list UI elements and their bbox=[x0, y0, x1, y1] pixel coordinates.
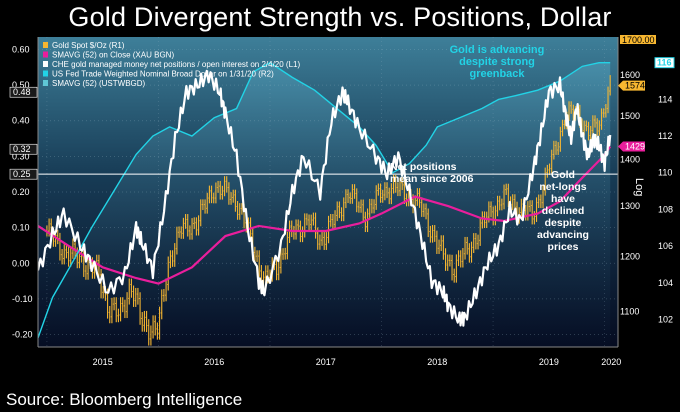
r1-callout-label: 1429 bbox=[625, 142, 645, 152]
legend-swatch bbox=[43, 42, 48, 48]
r2-tick-label: 102 bbox=[658, 314, 673, 324]
left-tick-label: 0.00 bbox=[12, 258, 30, 268]
legend-label: SMAVG (52) (USTWBGD) bbox=[52, 79, 146, 88]
x-tick-label: 2019 bbox=[539, 357, 559, 367]
r1-callout-box bbox=[618, 80, 645, 91]
legend-label: SMAVG (52) on Close (XAU BGN) bbox=[52, 51, 174, 60]
r1-tick-label: 1500 bbox=[620, 111, 640, 121]
legend-swatch bbox=[43, 51, 48, 58]
r1-tick-label: 1200 bbox=[620, 252, 640, 262]
annotation-net-longs: have bbox=[551, 193, 575, 205]
annotation-dollar: greenback bbox=[469, 68, 525, 80]
left-tick-label: 0.30 bbox=[12, 151, 30, 161]
r1-top-callout-box bbox=[620, 35, 656, 44]
x-tick-label: 2020 bbox=[601, 357, 621, 367]
legend-label: CHE gold managed money net positions / o… bbox=[52, 60, 300, 69]
x-tick-label: 2017 bbox=[316, 357, 336, 367]
r1-top-label: 1700.00 bbox=[622, 35, 655, 45]
r1-callout-box bbox=[618, 141, 645, 152]
log-scale-label: Log bbox=[633, 178, 645, 196]
r1-tick-label: 1600 bbox=[620, 70, 640, 80]
legend-label: Gold Spot $/Oz (R1) bbox=[52, 41, 125, 50]
r2-tick-label: 112 bbox=[658, 131, 672, 141]
left-tick-label: 0.10 bbox=[12, 223, 30, 233]
annotation-net-longs: despite bbox=[545, 217, 582, 229]
annotation-dollar: Gold is advancing bbox=[450, 44, 545, 56]
left-callout-box bbox=[9, 86, 38, 98]
annotation-net-longs: net-longs bbox=[539, 181, 586, 193]
legend-swatch bbox=[43, 70, 48, 77]
r2-callout-label: 116 bbox=[657, 58, 672, 68]
left-callout-label: 0.32 bbox=[13, 144, 31, 154]
left-tick-label: 0.60 bbox=[12, 44, 30, 54]
left-tick-label: 0.40 bbox=[12, 116, 30, 126]
x-tick-label: 2018 bbox=[427, 357, 447, 367]
r2-tick-label: 108 bbox=[658, 204, 673, 214]
r2-tick-label: 106 bbox=[658, 241, 673, 251]
mean-line-label: mean since 2006 bbox=[390, 173, 474, 185]
x-tick-label: 2016 bbox=[204, 357, 224, 367]
annotation-net-longs: declined bbox=[542, 205, 585, 217]
mean-line-label: Net positions bbox=[390, 161, 457, 173]
r1-callout-label: 1574 bbox=[625, 81, 645, 91]
x-tick-label: 2015 bbox=[93, 357, 113, 367]
left-tick-label: -0.10 bbox=[12, 294, 33, 304]
r2-callout-box bbox=[654, 57, 675, 69]
left-tick-label: 0.50 bbox=[12, 80, 30, 90]
r2-tick-label: 110 bbox=[658, 168, 672, 178]
r2-tick-label: 114 bbox=[658, 94, 672, 104]
r2-tick-label: 104 bbox=[658, 278, 673, 288]
source-note: Source: Bloomberg Intelligence bbox=[6, 390, 243, 409]
series-line-net-positions bbox=[38, 69, 612, 327]
annotation-net-longs: prices bbox=[548, 241, 579, 253]
legend-swatch bbox=[43, 80, 48, 86]
annotation-net-longs: Gold bbox=[551, 169, 575, 181]
series-line-smavg bbox=[38, 145, 612, 285]
left-callout-label: 0.48 bbox=[13, 87, 31, 97]
left-callout-box bbox=[9, 143, 38, 155]
left-tick-label: -0.20 bbox=[12, 330, 33, 340]
left-callout-box bbox=[9, 168, 38, 180]
r1-tick-label: 1100 bbox=[620, 307, 639, 317]
annotation-net-longs: advancing bbox=[537, 229, 589, 241]
legend-label: US Fed Trade Weighted Nominal Broad Doll… bbox=[52, 70, 274, 79]
r1-tick-label: 1400 bbox=[620, 154, 640, 164]
left-callout-label: 0.25 bbox=[13, 169, 31, 179]
chart-title: Gold Divergent Strength vs. Positions, D… bbox=[68, 2, 612, 32]
annotation-dollar: despite strong bbox=[459, 56, 535, 68]
r1-tick-label: 1300 bbox=[620, 201, 640, 211]
legend-swatch bbox=[43, 61, 48, 67]
dollar-area-fill bbox=[38, 62, 611, 347]
left-tick-label: 0.20 bbox=[12, 187, 30, 197]
